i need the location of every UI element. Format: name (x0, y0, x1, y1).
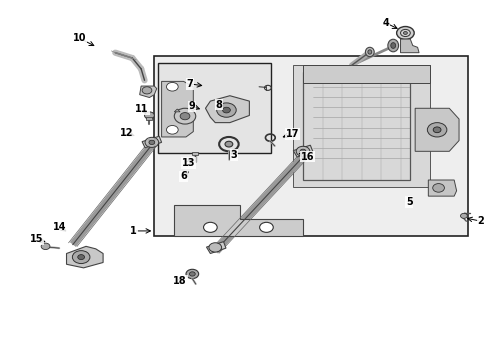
Ellipse shape (387, 39, 398, 52)
Circle shape (166, 82, 178, 91)
Text: 7: 7 (186, 79, 193, 89)
Ellipse shape (367, 50, 371, 54)
Polygon shape (206, 242, 225, 253)
Circle shape (166, 126, 178, 134)
Circle shape (145, 137, 158, 147)
Text: 3: 3 (230, 150, 237, 160)
Circle shape (174, 108, 195, 124)
Circle shape (72, 251, 90, 264)
Bar (158, 63, 271, 153)
Ellipse shape (390, 42, 395, 48)
Bar (303, 72, 409, 180)
Text: 12: 12 (120, 128, 133, 138)
Circle shape (300, 149, 305, 153)
Circle shape (396, 27, 413, 40)
Polygon shape (161, 81, 193, 137)
Circle shape (142, 87, 152, 94)
Circle shape (78, 255, 84, 260)
Circle shape (222, 107, 230, 113)
Polygon shape (174, 109, 180, 112)
Circle shape (216, 103, 236, 117)
Text: 14: 14 (52, 222, 66, 231)
Polygon shape (414, 108, 458, 151)
Circle shape (460, 213, 467, 219)
Bar (146, 117, 152, 120)
Circle shape (149, 140, 155, 144)
Circle shape (41, 243, 50, 249)
Polygon shape (293, 145, 312, 157)
Text: 13: 13 (182, 158, 195, 168)
Text: 10: 10 (73, 33, 86, 43)
Polygon shape (293, 65, 429, 187)
Polygon shape (173, 205, 303, 235)
Polygon shape (400, 39, 418, 53)
Text: 4: 4 (382, 18, 388, 28)
Circle shape (189, 272, 195, 276)
Text: 1: 1 (130, 226, 137, 236)
Circle shape (224, 141, 232, 147)
Text: 8: 8 (215, 100, 222, 110)
Bar (191, 152, 197, 155)
Text: 5: 5 (405, 197, 412, 207)
Circle shape (144, 112, 154, 119)
Circle shape (208, 243, 221, 252)
Circle shape (296, 146, 309, 156)
Text: 17: 17 (285, 129, 299, 139)
Polygon shape (142, 136, 161, 148)
Polygon shape (303, 65, 429, 83)
Text: 6: 6 (180, 171, 186, 181)
Text: 18: 18 (173, 276, 186, 286)
Circle shape (180, 113, 189, 120)
Polygon shape (66, 246, 103, 268)
Bar (154, 56, 467, 235)
Polygon shape (205, 96, 249, 123)
Circle shape (432, 184, 444, 192)
Circle shape (427, 123, 446, 137)
Circle shape (203, 222, 217, 232)
Circle shape (185, 269, 198, 279)
Circle shape (403, 32, 407, 35)
Circle shape (259, 222, 273, 232)
Polygon shape (140, 86, 157, 98)
Text: 16: 16 (301, 152, 314, 162)
Text: 9: 9 (188, 102, 195, 112)
Text: 15: 15 (29, 234, 43, 244)
Circle shape (432, 127, 440, 133)
Text: 2: 2 (477, 216, 484, 226)
Polygon shape (427, 180, 456, 196)
Text: 11: 11 (135, 104, 148, 114)
Ellipse shape (365, 47, 373, 57)
